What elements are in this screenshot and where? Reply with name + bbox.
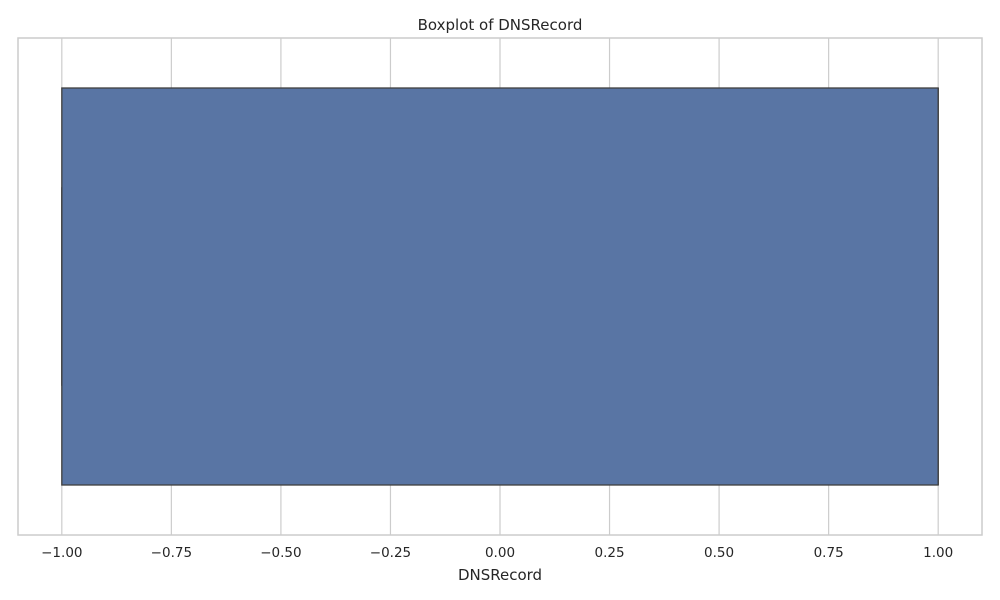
x-tick-label: 0.25: [595, 545, 625, 561]
box-group: [61, 87, 939, 486]
chart-title: Boxplot of DNSRecord: [418, 16, 583, 34]
x-tick-label: −0.50: [260, 545, 301, 561]
x-tick-labels: −1.00 −0.75 −0.50 −0.25 0.00 0.25 0.50 0.75 1.00: [41, 545, 953, 561]
iqr-box: [61, 87, 939, 486]
plot-frame: [17, 37, 983, 536]
x-tick-label: −1.00: [41, 545, 82, 561]
x-tick-label: −0.75: [151, 545, 192, 561]
x-tick-label: −0.25: [370, 545, 411, 561]
x-tick-label: 0.00: [485, 545, 515, 561]
x-axis-label: DNSRecord: [458, 566, 542, 584]
x-tick-label: 1.00: [923, 545, 953, 561]
x-tick-label: 0.75: [814, 545, 844, 561]
x-tick-label: 0.50: [704, 545, 734, 561]
